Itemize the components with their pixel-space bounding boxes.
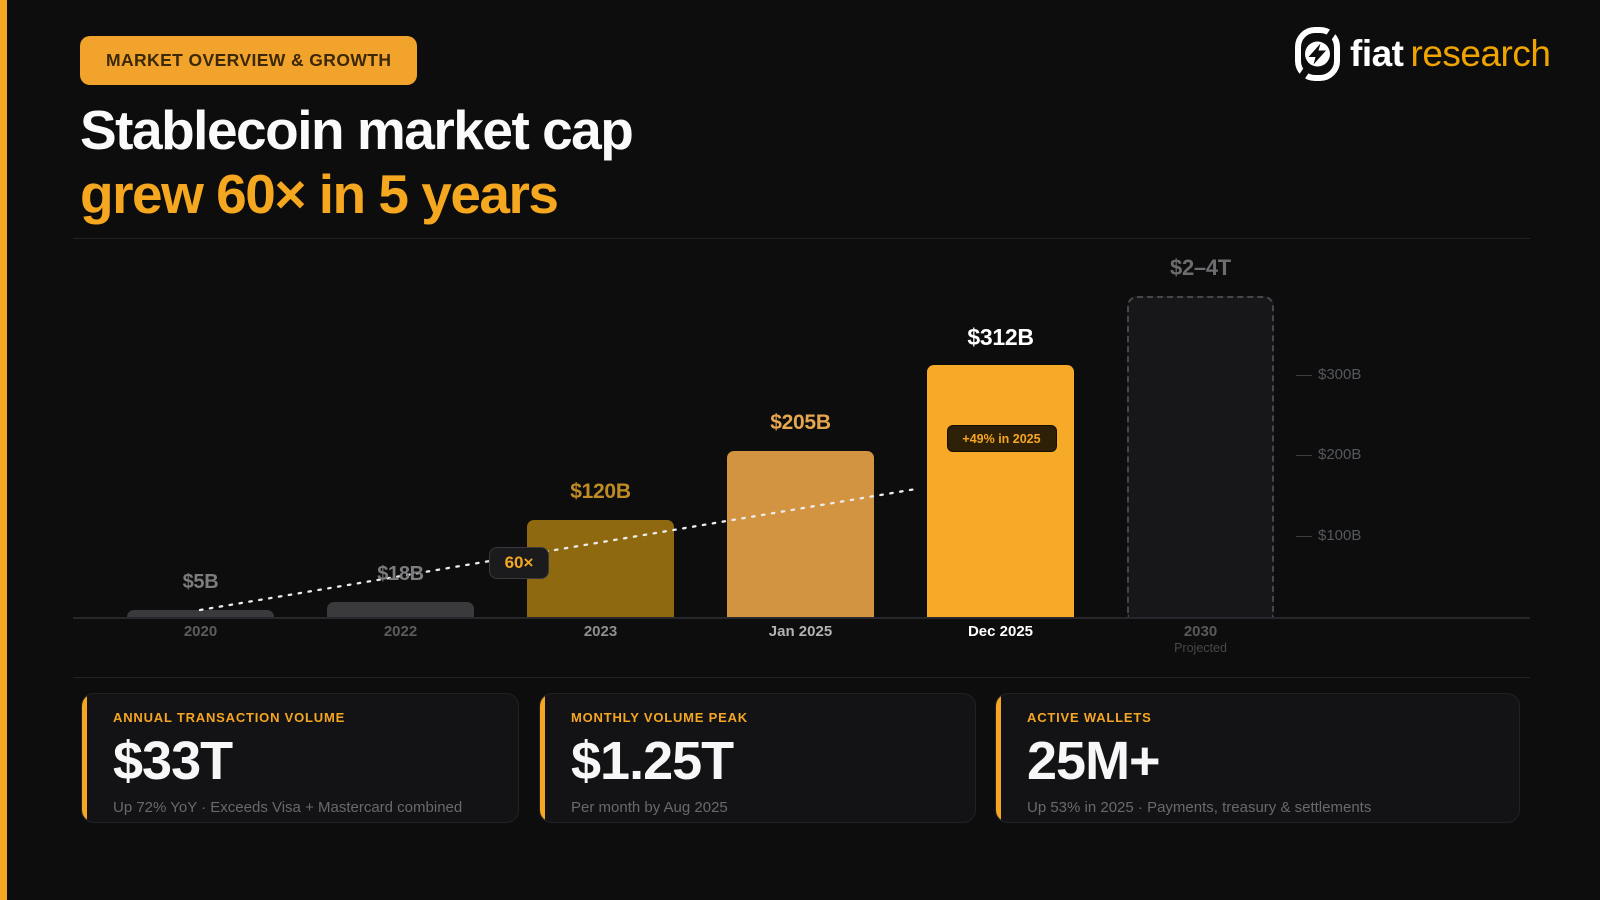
bar-category-2020: 2020 bbox=[183, 623, 218, 640]
card-accent-stripe bbox=[996, 694, 1001, 822]
brand-name: fiat research bbox=[1350, 33, 1551, 74]
bar-category-2030: 2030 bbox=[1183, 623, 1218, 640]
stat-value: $33T bbox=[113, 731, 233, 791]
page-title-line1: Stablecoin market cap bbox=[80, 99, 634, 161]
bolt-coin-icon bbox=[1294, 26, 1341, 82]
bar-2023 bbox=[527, 520, 674, 617]
stat-card-annual-volume: ANNUAL TRANSACTION VOLUME $33T Up 72% Yo… bbox=[81, 693, 519, 823]
bar-2022 bbox=[327, 602, 474, 617]
page-title: Stablecoin market cap grew 60× in 5 year… bbox=[80, 98, 634, 226]
bar-value-dec-2025: $312B bbox=[967, 324, 1034, 350]
stat-label: MONTHLY VOLUME PEAK bbox=[571, 710, 748, 725]
bar-category-2022: 2022 bbox=[383, 623, 418, 640]
stat-label: ACTIVE WALLETS bbox=[1027, 710, 1152, 725]
y-tick-line-300 bbox=[1296, 375, 1312, 376]
chart-footer-divider bbox=[73, 677, 1530, 678]
growth-multiplier-badge: 60× bbox=[489, 547, 549, 579]
stat-card-active-wallets: ACTIVE WALLETS 25M+ Up 53% in 2025 · Pay… bbox=[995, 693, 1520, 823]
stat-label: ANNUAL TRANSACTION VOLUME bbox=[113, 710, 346, 725]
bar-change-badge-dec-2025: +49% in 2025 bbox=[946, 425, 1057, 452]
bar-dec-2025 bbox=[927, 365, 1074, 617]
left-accent-stripe bbox=[0, 0, 7, 900]
bar-2030 bbox=[1127, 296, 1274, 617]
card-accent-stripe bbox=[82, 694, 87, 822]
bar-value-2022: $18B bbox=[377, 563, 424, 585]
stat-card-monthly-peak: MONTHLY VOLUME PEAK $1.25T Per month by … bbox=[539, 693, 976, 823]
bar-2020 bbox=[127, 610, 274, 617]
y-tick-label-300: $300B bbox=[1318, 366, 1362, 383]
stat-detail: Up 72% YoY · Exceeds Visa + Mastercard c… bbox=[113, 799, 463, 817]
page-title-line2: grew 60× in 5 years bbox=[80, 163, 559, 225]
brand-logo: fiat research bbox=[1294, 26, 1551, 82]
stat-detail: Up 53% in 2025 · Payments, treasury & se… bbox=[1027, 799, 1372, 817]
card-accent-stripe bbox=[540, 694, 545, 822]
bar-value-jan-2025: $205B bbox=[770, 411, 831, 434]
header-divider bbox=[73, 238, 1530, 239]
stat-value: $1.25T bbox=[571, 731, 734, 791]
y-tick-label-100: $100B bbox=[1318, 527, 1362, 544]
bar-value-2023: $120B bbox=[570, 480, 631, 503]
y-tick-line-100 bbox=[1296, 536, 1312, 537]
x-axis-line bbox=[73, 617, 1530, 619]
section-badge: MARKET OVERVIEW & GROWTH bbox=[80, 36, 418, 85]
bar-value-2030: $2–4T bbox=[1170, 255, 1231, 280]
bar-value-2020: $5B bbox=[182, 571, 219, 593]
bar-category-jan-2025: Jan 2025 bbox=[768, 623, 833, 640]
y-tick-label-200: $200B bbox=[1318, 446, 1362, 463]
y-tick-line-200 bbox=[1296, 455, 1312, 456]
bar-category-2023: 2023 bbox=[583, 623, 618, 640]
stat-detail: Per month by Aug 2025 bbox=[571, 799, 728, 817]
bar-jan-2025 bbox=[727, 451, 874, 617]
bar-note-2030: Projected bbox=[1174, 641, 1227, 655]
stat-value: 25M+ bbox=[1027, 731, 1161, 791]
bar-category-dec-2025: Dec 2025 bbox=[967, 623, 1034, 640]
